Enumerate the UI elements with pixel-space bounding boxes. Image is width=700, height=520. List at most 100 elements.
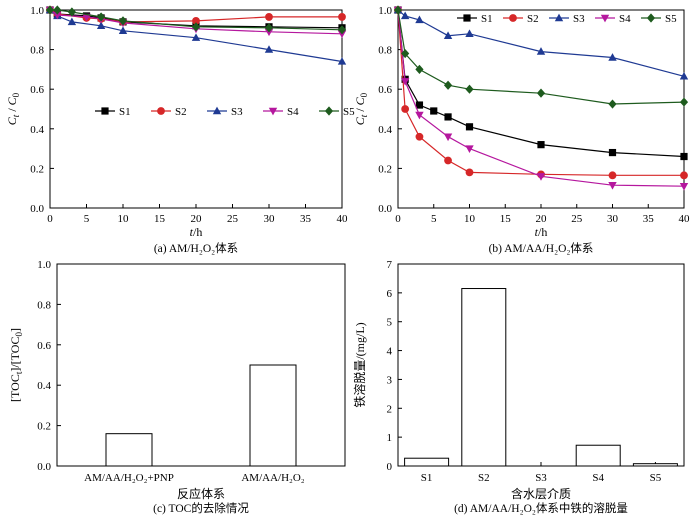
- panel-b-series-S4: [393, 6, 689, 191]
- panel-a-legend-label: S2: [175, 106, 187, 118]
- panel-b-data-point: [537, 141, 545, 149]
- panel-d-ytick-label: 6: [387, 288, 393, 300]
- panel-b-series-S5: [393, 5, 689, 109]
- panel-b-ytick-label: 0.0: [378, 203, 392, 215]
- panel-a-data-point: [45, 5, 55, 15]
- panel-a-data-point: [192, 16, 200, 25]
- panel-d-xtick-label: S2: [478, 472, 490, 484]
- panel-a-data-point: [97, 12, 106, 22]
- panel-b-data-point: [444, 113, 452, 121]
- panel-c-ytick-label: 0.0: [37, 461, 51, 473]
- panel-b-data-point: [443, 31, 453, 39]
- panel-b-data-point: [608, 53, 617, 61]
- panel-d-xtick-label: S5: [650, 472, 662, 484]
- panel-a-ytick-label: 0.8: [30, 45, 44, 57]
- panel-d: 0 1 2 3 4 5 6 7 S1 S2 S3 S4 S5 铁溶脱量/(mg/L) 含水层介质(d) AM…: [352, 259, 685, 515]
- panel-b-data-point: [679, 97, 689, 107]
- panel-b-legend-label: S4: [619, 13, 631, 25]
- panel-b-data-point: [393, 5, 403, 15]
- panel-c-xtick-label: AM/AA/H₂O₂: [241, 472, 304, 484]
- panel-c-plot-frame: [56, 263, 346, 467]
- panel-d-bar: [632, 463, 678, 467]
- panel-a-xtick-label: 5: [84, 213, 90, 225]
- panel-b-data-point: [679, 71, 689, 80]
- panel-a-legend-marker: [212, 106, 222, 115]
- panel-c-ylabel: [TOCt]/[TOC0]: [8, 328, 24, 402]
- panel-d-ytick-label: 2: [387, 403, 393, 415]
- panel-a-ytick-label: 0.4: [30, 124, 44, 136]
- panel-a-data-point: [337, 25, 347, 35]
- panel-d-ytick-label: 1: [387, 432, 393, 444]
- panel-c-bar: [105, 433, 153, 467]
- panel-d-ytick-label: 0: [387, 461, 393, 473]
- panel-b-data-point: [415, 64, 424, 74]
- panel-a-data-point: [53, 5, 62, 15]
- panel-b-xlabel: t/h: [535, 225, 548, 239]
- panel-a-data-point: [191, 22, 201, 32]
- panel-b-xtick-label: 10: [464, 213, 476, 225]
- panel-b-series-line: [397, 9, 685, 77]
- panel-a-xtick-label: 10: [118, 213, 130, 225]
- panel-a-data-point: [82, 13, 91, 22]
- panel-a-series-line: [49, 9, 343, 35]
- panel-b-data-point: [465, 84, 474, 94]
- panel-d-caption: (d) AM/AA/H₂O₂体系中铁的溶脱量: [454, 501, 628, 515]
- panel-b-data-point: [465, 168, 474, 177]
- panel-b-legend: S1 S2 S3 S4 S5: [457, 13, 677, 25]
- panel-a-data-point: [53, 11, 62, 20]
- panel-b-data-point: [415, 15, 424, 24]
- panel-a-legend-marker: [268, 107, 278, 116]
- panel-d-plot-frame: [397, 263, 685, 467]
- panel-d-ytick-label: 4: [387, 346, 393, 358]
- panel-a-data-point: [118, 26, 128, 34]
- panel-b-legend-marker: [646, 13, 656, 23]
- panel-b-series-S1: [394, 6, 688, 161]
- panel-b-data-point: [465, 29, 474, 37]
- panel-b-data-point: [415, 111, 424, 120]
- panel-b-ylabel: Ct / C0: [353, 92, 369, 125]
- panel-b-legend-label: S2: [527, 13, 539, 25]
- panel-c: 0.0 0.2 0.4 0.6 0.8 1.0 AM/AA/H₂O₂+PNP AM/AA/H₂…: [8, 259, 346, 515]
- panel-d-xtick-label: S1: [421, 472, 433, 484]
- panel-b-legend-label: S1: [481, 13, 493, 25]
- panel-a-data-point: [67, 7, 76, 17]
- panel-c-ytick-label: 0.4: [37, 380, 51, 392]
- panel-c-xlabel: 反应体系: [177, 486, 225, 501]
- panel-a-data-point: [264, 23, 274, 33]
- panel-c-caption: (c) TOC的去除情况: [153, 501, 249, 515]
- panel-c-ytick-label: 0.8: [37, 299, 51, 311]
- panel-d-ytick-label: 5: [387, 317, 393, 329]
- panel-a-xtick-label: 40: [337, 213, 349, 225]
- panel-a: 0.0 0.2 0.4 0.6 0.8 1.0 0 5 10 15 20 25 30 35 40 t/h Ct …: [5, 5, 355, 255]
- panel-b-legend-marker: [600, 14, 610, 23]
- panel-b-data-point: [415, 132, 424, 141]
- panel-a-data-point: [337, 57, 347, 65]
- panel-a-data-point: [264, 45, 274, 53]
- panel-b-data-point: [536, 173, 546, 181]
- panel-c-ytick-label: 0.2: [37, 421, 51, 433]
- panel-b-data-point: [465, 145, 474, 153]
- panel-b-data-point: [443, 133, 453, 142]
- panel-b-legend-marker: [509, 14, 517, 22]
- panel-b-series-line: [397, 9, 685, 187]
- panel-a-series-S3: [45, 5, 347, 65]
- panel-b-data-point: [443, 80, 453, 90]
- panel-b-xtick-label: 15: [500, 213, 512, 225]
- panel-b-legend-label: S3: [573, 13, 585, 25]
- panel-d-ytick-label: 7: [387, 259, 393, 271]
- panel-b-data-point: [679, 183, 689, 191]
- panel-b-data-point: [465, 123, 474, 131]
- panel-b-xtick-label: 25: [571, 213, 583, 225]
- panel-d-ylabel: 铁溶脱量/(mg/L): [352, 322, 367, 407]
- panel-a-legend-label: S1: [119, 106, 131, 118]
- panel-a-legend-label: S5: [343, 106, 355, 118]
- panel-a-legend-marker: [101, 107, 109, 115]
- panel-b-data-point: [608, 148, 617, 157]
- panel-a-xtick-label: 20: [191, 213, 203, 225]
- panel-b-data-point: [608, 171, 617, 180]
- panel-b-ytick-label: 1.0: [378, 5, 392, 17]
- panel-b-data-point: [608, 99, 617, 109]
- panel-c-bar: [249, 364, 297, 467]
- panel-b-series-line: [397, 9, 685, 105]
